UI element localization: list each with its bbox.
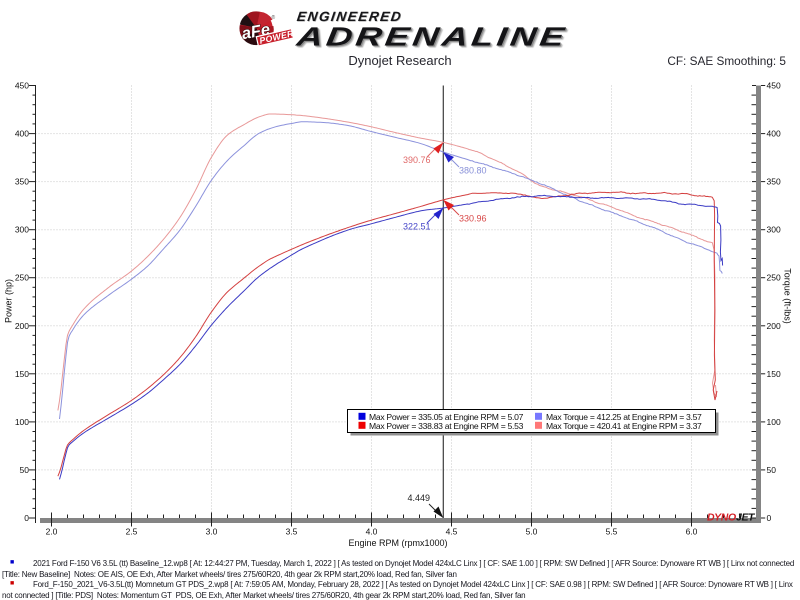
svg-text:250: 250 [767, 273, 781, 283]
svg-text:5.5: 5.5 [606, 527, 618, 537]
svg-text:Max Power = 335.05 at Engine R: Max Power = 335.05 at Engine RPM = 5.07 [369, 412, 524, 422]
svg-text:390.76: 390.76 [403, 155, 431, 165]
svg-text:2.5: 2.5 [126, 527, 138, 537]
svg-text:322.51: 322.51 [403, 222, 431, 232]
svg-text:450: 450 [15, 81, 29, 91]
svg-text:350: 350 [15, 177, 29, 187]
svg-text:DYNO: DYNO [707, 512, 736, 524]
svg-text:Max Torque = 420.41 at Engine: Max Torque = 420.41 at Engine RPM = 3.37 [546, 421, 702, 431]
svg-text:Max Torque = 412.25 at Engine: Max Torque = 412.25 at Engine RPM = 3.57 [546, 412, 702, 422]
svg-text:200: 200 [15, 321, 29, 331]
svg-text:150: 150 [15, 369, 29, 379]
svg-text:450: 450 [767, 81, 781, 91]
svg-text:100: 100 [767, 417, 781, 427]
svg-text:4.0: 4.0 [366, 527, 378, 537]
svg-text:3.5: 3.5 [286, 527, 298, 537]
svg-text:3.0: 3.0 [206, 527, 218, 537]
svg-text:Torque (ft-lbs): Torque (ft-lbs) [783, 268, 793, 324]
svg-text:200: 200 [767, 321, 781, 331]
svg-text:Power (hp): Power (hp) [4, 279, 14, 323]
svg-text:0: 0 [24, 513, 29, 523]
svg-text:380.80: 380.80 [459, 166, 487, 176]
svg-text:150: 150 [767, 369, 781, 379]
svg-text:®: ® [272, 14, 276, 21]
svg-text:50: 50 [20, 465, 30, 475]
svg-text:400: 400 [767, 129, 781, 139]
svg-text:Max Power = 338.83 at Engine R: Max Power = 338.83 at Engine RPM = 5.53 [369, 421, 524, 431]
svg-text:Engine RPM (rpmx1000): Engine RPM (rpmx1000) [348, 538, 447, 548]
svg-text:4.449: 4.449 [408, 493, 431, 503]
svg-text:50: 50 [767, 465, 777, 475]
svg-text:330.96: 330.96 [459, 214, 487, 224]
svg-text:100: 100 [15, 417, 29, 427]
svg-text:JET: JET [736, 512, 756, 524]
svg-text:250: 250 [15, 273, 29, 283]
svg-text:350: 350 [767, 177, 781, 187]
svg-text:4.5: 4.5 [446, 527, 458, 537]
svg-text:0: 0 [767, 513, 772, 523]
svg-text:300: 300 [15, 225, 29, 235]
svg-text:300: 300 [767, 225, 781, 235]
svg-text:2.0: 2.0 [46, 527, 58, 537]
svg-text:5.0: 5.0 [526, 527, 538, 537]
svg-text:400: 400 [15, 129, 29, 139]
svg-text:6.0: 6.0 [686, 527, 698, 537]
